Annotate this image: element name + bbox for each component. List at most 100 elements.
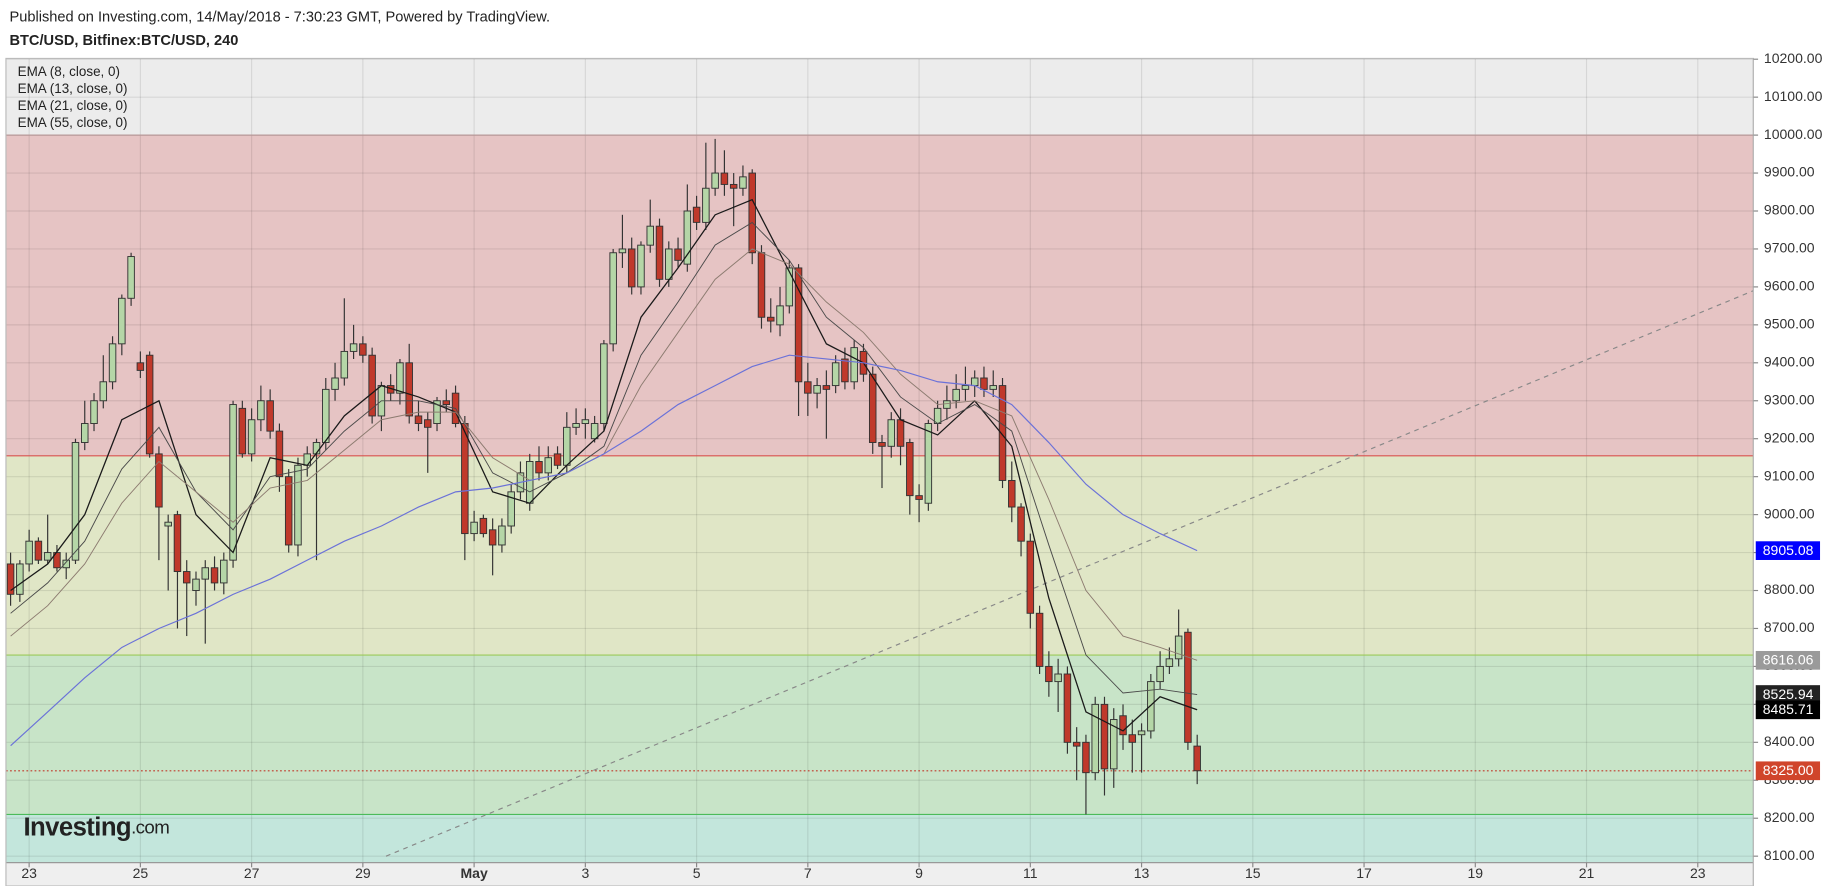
candle-body [247,419,256,455]
candle-body [896,419,905,447]
candle-body [804,381,812,394]
candle-body [257,400,265,421]
candle-body [1119,715,1127,736]
symbol-title: BTC/USD, Bitfinex:BTC/USD, 240 [9,33,238,49]
candle-body [90,400,98,424]
candle-body [461,423,469,535]
y-tick-label: 10100.00 [1764,88,1823,104]
candle-body [590,423,599,440]
y-tick-label: 8100.00 [1764,847,1815,863]
y-tick-label: 9300.00 [1764,391,1815,407]
candle-body [442,400,451,406]
zone-band [5,58,1754,136]
candle-body [238,407,247,455]
candle-body [331,377,339,390]
x-tick-label: 21 [1579,865,1595,881]
zone-band [5,655,1754,815]
y-tick-label: 9700.00 [1764,240,1815,256]
y-tick-label: 9900.00 [1764,164,1815,180]
candle-body [1017,506,1025,542]
candle-body [1026,540,1035,614]
x-tick-label: 19 [1468,865,1484,881]
candle-body [627,248,636,288]
candle-body [868,373,877,443]
y-tick-label: 8200.00 [1764,809,1815,825]
candle-body [155,453,163,508]
candle-body [906,442,914,497]
zone-band [5,455,1754,656]
candle-body [776,305,784,326]
candle-body [136,362,145,371]
candle-body [1147,681,1155,732]
x-tick-label: 23 [1690,865,1706,881]
candle-body [720,172,729,185]
x-tick-label: 9 [915,865,923,881]
price-tag [1755,650,1821,670]
candle-body [767,316,775,322]
candle-body [488,529,497,546]
candle-body [544,457,553,474]
candle-body [229,404,237,561]
x-tick-label: 7 [804,865,812,881]
candle-body [1174,635,1183,660]
candle-body [729,183,738,189]
x-tick-label: 17 [1356,865,1372,881]
candle-body [349,343,358,352]
candle-body [182,571,191,584]
x-tick-label: 23 [21,865,37,881]
candle-body [284,476,293,546]
logo-suffix: .com [131,817,169,838]
candle-body [498,525,506,546]
candle-body [405,362,413,417]
candle-body [989,385,997,390]
price-tag-label: 8525.94 [1763,686,1814,702]
legend-entry: EMA (13, close, 0) [18,81,128,96]
plot-area [5,58,1754,863]
price-tag [1755,761,1821,781]
candle-body [1008,479,1016,508]
candle-body [16,563,24,595]
candle-body [294,464,302,546]
candle-body [43,552,52,561]
x-tick-label: 29 [355,865,371,881]
candle-body [1100,703,1109,770]
logo: Investing.com [23,814,169,842]
candle-body [739,176,747,189]
y-tick-label: 8800.00 [1764,581,1815,597]
published-line: Published on Investing.com, 14/May/2018 … [9,9,550,25]
candle-body [711,172,719,189]
price-tag-label: 8905.08 [1763,542,1814,558]
candle-body [414,415,423,424]
candle-body [1035,612,1044,667]
candle-body [1082,741,1090,774]
candle-body [396,362,404,394]
candle-body [813,385,821,394]
candle-body [1184,631,1192,743]
candle-body [479,517,488,535]
candle-body [878,442,886,447]
y-tick-label: 9500.00 [1764,316,1815,332]
candle-body [368,354,376,417]
candle-body [525,461,534,504]
candle-body [572,423,580,428]
candle-body [794,267,803,383]
y-tick-label: 9800.00 [1764,202,1815,218]
candle-body [850,347,858,383]
x-tick-label: 3 [581,865,589,881]
candle-body [62,559,70,569]
price-tag [1755,541,1821,560]
candle-body [359,343,367,356]
candle-body [470,521,478,535]
trend-line [385,290,1754,857]
y-tick-label: 9000.00 [1764,505,1815,521]
candle-body [924,423,933,504]
candle-body [81,423,89,443]
candle-body [201,567,210,580]
candle-body [748,172,756,254]
candle-body [1193,745,1201,772]
candle-body [618,248,627,254]
candle-body [34,540,43,561]
candle-body [952,388,960,402]
candle-body [998,385,1007,481]
candle-body [99,381,108,402]
